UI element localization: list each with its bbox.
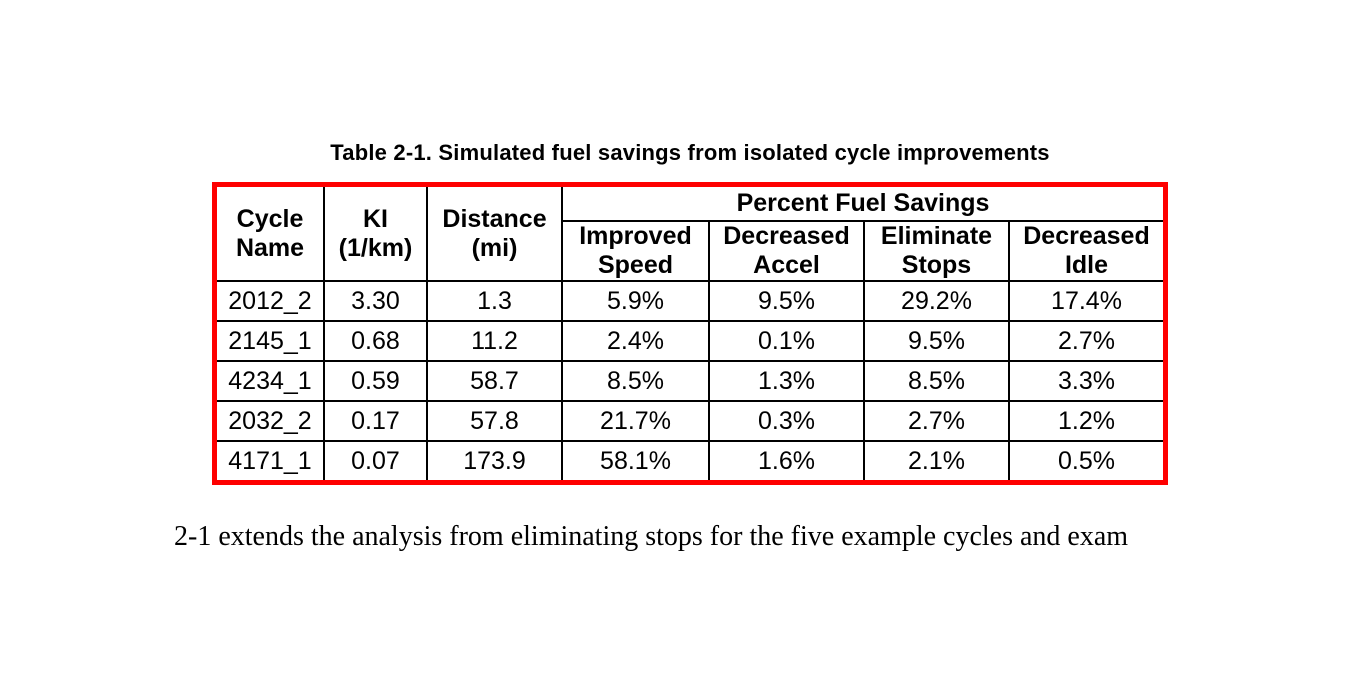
cycle-name-cell: 2032_2 <box>217 402 325 442</box>
improved-speed-cell: 8.5% <box>563 362 710 402</box>
distance-cell: 1.3 <box>428 282 563 322</box>
col-header-cycle-name: Cycle Name <box>217 187 325 282</box>
table-frame: Cycle Name KI (1/km) Distance (mi) Perce… <box>212 182 1168 485</box>
distance-cell: 173.9 <box>428 442 563 480</box>
improved-speed-cell: 21.7% <box>563 402 710 442</box>
table-row: 2145_1 0.68 11.2 2.4% 0.1% 9.5% 2.7% <box>217 322 1163 362</box>
ki-cell: 3.30 <box>325 282 428 322</box>
decreased-idle-cell: 3.3% <box>1010 362 1163 402</box>
header-row-sub: Improved Speed Decreased Accel Eliminate… <box>217 222 1163 282</box>
col-header-improved-speed: Improved Speed <box>563 222 710 282</box>
eliminate-stops-cell: 8.5% <box>865 362 1010 402</box>
decreased-idle-cell: 2.7% <box>1010 322 1163 362</box>
table-row: 2012_2 3.30 1.3 5.9% 9.5% 29.2% 17.4% <box>217 282 1163 322</box>
eliminate-stops-cell: 29.2% <box>865 282 1010 322</box>
decreased-accel-cell: 1.3% <box>710 362 865 402</box>
body-paragraph: 2-1 extends the analysis from eliminatin… <box>174 521 1129 552</box>
header-row-group: Cycle Name KI (1/km) Distance (mi) Perce… <box>217 187 1163 282</box>
distance-cell: 11.2 <box>428 322 563 362</box>
decreased-accel-cell: 0.3% <box>710 402 865 442</box>
eliminate-stops-cell: 2.7% <box>865 402 1010 442</box>
fuel-savings-table: Cycle Name KI (1/km) Distance (mi) Perce… <box>217 187 1163 480</box>
eliminate-stops-cell: 2.1% <box>865 442 1010 480</box>
table-row: 4234_1 0.59 58.7 8.5% 1.3% 8.5% 3.3% <box>217 362 1163 402</box>
decreased-accel-cell: 9.5% <box>710 282 865 322</box>
ki-cell: 0.17 <box>325 402 428 442</box>
col-header-decreased-idle: Decreased Idle <box>1010 222 1163 282</box>
eliminate-stops-cell: 9.5% <box>865 322 1010 362</box>
decreased-accel-cell: 0.1% <box>710 322 865 362</box>
improved-speed-cell: 2.4% <box>563 322 710 362</box>
distance-cell: 57.8 <box>428 402 563 442</box>
col-header-decreased-accel: Decreased Accel <box>710 222 865 282</box>
cycle-name-cell: 2145_1 <box>217 322 325 362</box>
table-row: 4171_1 0.07 173.9 58.1% 1.6% 2.1% 0.5% <box>217 442 1163 480</box>
improved-speed-cell: 58.1% <box>563 442 710 480</box>
distance-cell: 58.7 <box>428 362 563 402</box>
ki-cell: 0.59 <box>325 362 428 402</box>
cycle-name-cell: 4234_1 <box>217 362 325 402</box>
table-row: 2032_2 0.17 57.8 21.7% 0.3% 2.7% 1.2% <box>217 402 1163 442</box>
ki-cell: 0.68 <box>325 322 428 362</box>
col-header-eliminate-stops: Eliminate Stops <box>865 222 1010 282</box>
col-header-ki: KI (1/km) <box>325 187 428 282</box>
group-header-percent-fuel-savings: Percent Fuel Savings <box>563 187 1163 222</box>
decreased-idle-cell: 1.2% <box>1010 402 1163 442</box>
cycle-name-cell: 4171_1 <box>217 442 325 480</box>
cycle-name-cell: 2012_2 <box>217 282 325 322</box>
ki-cell: 0.07 <box>325 442 428 480</box>
table-caption: Table 2-1. Simulated fuel savings from i… <box>330 140 1050 165</box>
decreased-idle-cell: 17.4% <box>1010 282 1163 322</box>
col-header-distance: Distance (mi) <box>428 187 563 282</box>
improved-speed-cell: 5.9% <box>563 282 710 322</box>
decreased-accel-cell: 1.6% <box>710 442 865 480</box>
decreased-idle-cell: 0.5% <box>1058 446 1115 475</box>
